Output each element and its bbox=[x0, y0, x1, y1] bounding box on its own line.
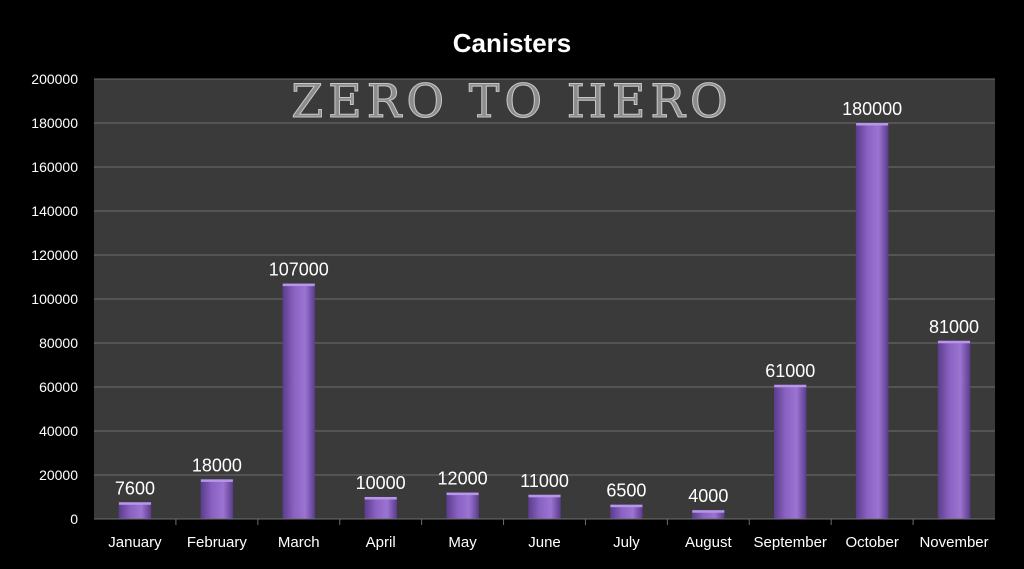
bar-january bbox=[118, 502, 152, 520]
y-tick-label: 40000 bbox=[39, 423, 78, 439]
bars bbox=[118, 122, 971, 520]
bar-highlight bbox=[200, 479, 233, 482]
bar-highlight bbox=[528, 494, 561, 498]
x-tick-label: February bbox=[187, 534, 248, 551]
bar-highlight bbox=[856, 123, 889, 126]
bar-highlight bbox=[282, 283, 315, 287]
data-label-july: 6500 bbox=[606, 481, 646, 501]
y-tick-label: 180000 bbox=[31, 115, 78, 131]
y-tick-label: 20000 bbox=[39, 467, 78, 483]
bar-may bbox=[446, 492, 479, 520]
x-axis-categories: January February March April May June July Augu… bbox=[108, 519, 989, 551]
data-label-june: 11000 bbox=[520, 471, 569, 491]
x-tick-label: November bbox=[919, 534, 988, 551]
x-tick-label: April bbox=[366, 534, 396, 551]
x-tick-label: March bbox=[278, 534, 320, 551]
y-tick-label: 160000 bbox=[31, 159, 78, 175]
bar-september bbox=[773, 384, 807, 520]
data-label-february: 18000 bbox=[192, 455, 242, 475]
chart-title: Canisters bbox=[453, 28, 572, 58]
y-tick-label: 100000 bbox=[31, 291, 78, 307]
watermark-logo: ZERO TO HERO bbox=[291, 74, 733, 128]
bar-october bbox=[855, 122, 889, 520]
y-tick-label: 80000 bbox=[39, 335, 78, 351]
data-label-april: 10000 bbox=[356, 473, 406, 493]
x-tick-label: January bbox=[108, 534, 162, 551]
bar-february bbox=[200, 479, 234, 520]
bar-november bbox=[937, 340, 971, 520]
bar-june bbox=[528, 494, 561, 520]
data-label-october: 180000 bbox=[842, 99, 902, 119]
data-label-august: 4000 bbox=[688, 486, 728, 506]
x-tick-label: September bbox=[754, 534, 827, 551]
x-tick-label: October bbox=[845, 534, 898, 551]
data-label-september: 61000 bbox=[765, 361, 815, 381]
y-tick-label: 0 bbox=[70, 511, 78, 527]
bar-highlight bbox=[774, 384, 807, 388]
y-tick-label: 140000 bbox=[31, 203, 78, 219]
gridlines bbox=[94, 78, 995, 476]
data-labels: 7600 18000 107000 10000 12000 11000 6500 4000 61… bbox=[115, 99, 979, 506]
data-label-may: 12000 bbox=[438, 469, 488, 489]
y-tick-label: 120000 bbox=[31, 247, 78, 263]
x-tick-label: August bbox=[685, 534, 733, 551]
x-tick-label: May bbox=[448, 534, 477, 551]
bar-highlight bbox=[364, 497, 397, 500]
bar-april bbox=[364, 496, 397, 520]
y-axis-ticks: 0 20000 40000 60000 80000 100000 120000 140000 1… bbox=[31, 71, 78, 527]
data-label-march: 107000 bbox=[269, 260, 329, 280]
bar-march bbox=[282, 283, 316, 520]
data-label-november: 81000 bbox=[929, 317, 979, 337]
bar-highlight bbox=[118, 502, 151, 505]
x-tick-label: July bbox=[613, 534, 640, 551]
bar-highlight bbox=[446, 492, 479, 496]
y-tick-label: 60000 bbox=[39, 379, 78, 395]
data-label-january: 7600 bbox=[115, 478, 155, 498]
bar-highlight bbox=[610, 504, 643, 508]
y-tick-label: 200000 bbox=[31, 71, 78, 87]
bar-highlight bbox=[692, 510, 725, 513]
x-tick-label: June bbox=[528, 534, 561, 551]
bar-highlight bbox=[938, 340, 971, 344]
